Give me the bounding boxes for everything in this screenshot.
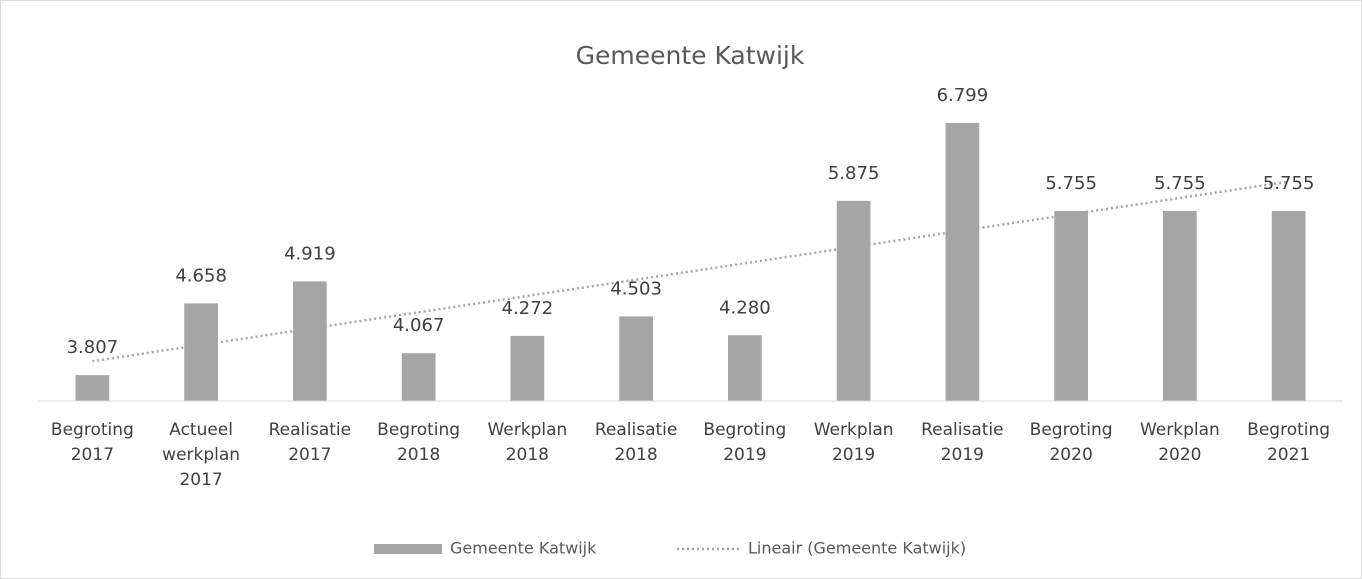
bar: [728, 335, 762, 401]
data-label: 3.807: [67, 337, 119, 358]
x-tick-label: Werkplan 2018: [487, 420, 568, 465]
bar: [184, 303, 218, 401]
bar: [293, 281, 327, 401]
x-tick-label: Realisatie 2017: [268, 420, 352, 465]
data-label: 4.503: [610, 278, 662, 299]
legend-swatch: [374, 544, 442, 554]
bar: [401, 353, 436, 401]
x-tick-label: Werkplan 2019: [813, 420, 894, 465]
x-tick-label: Begroting 2020: [1029, 420, 1113, 465]
x-tick-label: Begroting 2017: [50, 420, 134, 465]
data-label: 5.755: [1263, 173, 1315, 194]
data-label: 4.919: [284, 243, 336, 264]
data-label: 4.280: [719, 297, 771, 318]
data-label: 4.067: [393, 315, 445, 336]
data-label: 5.755: [1045, 173, 1097, 194]
bar: [1054, 210, 1088, 401]
x-tick-label: Realisatie 2018: [594, 420, 678, 465]
bar: [1163, 210, 1197, 401]
x-tick-label: Begroting 2019: [703, 420, 787, 465]
x-tick-label: Actueel werkplan 2017: [162, 420, 241, 490]
data-label: 4.658: [175, 265, 227, 286]
data-label: 4.272: [502, 298, 554, 319]
data-label: 5.755: [1154, 173, 1206, 194]
bar: [510, 335, 545, 401]
bar: [945, 122, 980, 401]
bar: [619, 316, 653, 401]
bar: [75, 375, 110, 401]
data-label: 5.875: [828, 163, 880, 184]
chart-title: Gemeente Katwijk: [576, 41, 805, 70]
bar: [1271, 210, 1306, 401]
x-tick-label: Begroting 2018: [377, 420, 461, 465]
legend-label: Gemeente Katwijk: [450, 539, 597, 558]
data-label: 6.799: [937, 85, 989, 106]
legend-label: Lineair (Gemeente Katwijk): [748, 539, 966, 558]
trendline: [92, 180, 1289, 363]
x-tick-label: Werkplan 2020: [1139, 420, 1220, 465]
x-tick-label: Begroting 2021: [1247, 420, 1331, 465]
bar: [836, 200, 871, 401]
x-tick-label: Realisatie 2019: [921, 420, 1004, 465]
